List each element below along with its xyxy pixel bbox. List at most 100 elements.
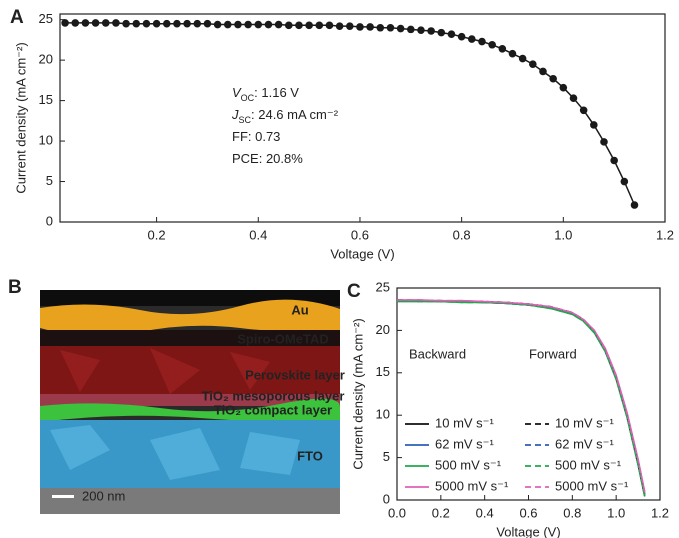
x-tick-label: 0.4 xyxy=(249,227,267,242)
legend-label: 62 mV s⁻¹ xyxy=(555,436,615,451)
layer-label: Au xyxy=(291,302,308,317)
y-tick-label: 5 xyxy=(46,173,53,188)
y-tick-label: 20 xyxy=(39,52,53,67)
data-point xyxy=(406,25,415,34)
data-point xyxy=(427,27,435,35)
data-point xyxy=(244,20,252,29)
sem-image xyxy=(40,290,340,514)
text-part: : 24.6 mA cm⁻² xyxy=(251,107,339,122)
annotation: VOC: 1.16 V xyxy=(232,85,299,103)
legend-label: 10 mV s⁻¹ xyxy=(435,415,495,430)
data-point xyxy=(264,20,273,29)
y-tick-label: 0 xyxy=(383,491,390,506)
data-point xyxy=(112,19,120,27)
layer-label: TiO₂ mesoporous layer xyxy=(202,388,345,403)
legend-title: Forward xyxy=(529,346,577,361)
data-point xyxy=(325,21,334,30)
x-tick-label: 0.4 xyxy=(476,505,494,520)
data-point xyxy=(183,19,191,28)
annotation: PCE: 20.8% xyxy=(232,151,303,166)
data-point xyxy=(173,19,181,28)
x-tick-label: 0.0 xyxy=(388,505,406,520)
x-tick-label: 0.6 xyxy=(351,227,369,242)
data-point xyxy=(539,67,547,76)
x-tick-label: 1.0 xyxy=(554,227,572,242)
panel-label: A xyxy=(10,7,24,28)
data-point xyxy=(295,21,303,30)
y-axis-label: Current density (mA cm⁻²) xyxy=(350,318,365,469)
data-point xyxy=(335,22,344,30)
data-point xyxy=(559,83,568,92)
annotation: FF: 0.73 xyxy=(232,129,280,144)
grain-texture xyxy=(60,348,270,394)
x-tick-label: 0.2 xyxy=(148,227,166,242)
data-point xyxy=(91,19,100,27)
y-tick-label: 25 xyxy=(39,11,53,26)
layer-mesoporous xyxy=(40,394,340,406)
data-point xyxy=(274,20,283,29)
series-line xyxy=(396,299,646,496)
data-point xyxy=(579,106,588,115)
data-point xyxy=(234,20,242,29)
data-point xyxy=(305,21,313,30)
x-tick-label: 0.8 xyxy=(453,227,471,242)
data-point xyxy=(193,19,202,28)
y-tick-label: 25 xyxy=(376,279,390,294)
data-point xyxy=(498,45,507,53)
data-point xyxy=(447,30,456,39)
data-point xyxy=(569,94,578,102)
legend-title: Backward xyxy=(409,346,466,361)
data-point xyxy=(203,19,212,28)
layer-au xyxy=(40,299,340,337)
x-tick-label: 0.6 xyxy=(519,505,537,520)
data-point xyxy=(71,19,80,27)
data-point xyxy=(590,121,598,129)
plot-frame xyxy=(59,13,666,223)
layer-compact xyxy=(40,398,340,422)
data-point xyxy=(518,54,527,63)
text-part: V xyxy=(232,85,242,100)
text-part: FF: 0.73 xyxy=(232,129,280,144)
data-point xyxy=(600,138,608,146)
y-tick-label: 10 xyxy=(376,407,390,422)
x-tick-label: 1.2 xyxy=(656,227,674,242)
layer-label: TiO₂ compact layer xyxy=(214,402,332,417)
layer-label: Spiro-OMeTAD xyxy=(237,331,328,346)
x-tick-label: 1.2 xyxy=(651,505,669,520)
data-point xyxy=(132,19,141,28)
data-point xyxy=(142,19,151,28)
data-point xyxy=(366,23,374,31)
data-point xyxy=(478,37,486,46)
layer-spiro xyxy=(40,330,340,346)
data-point xyxy=(468,35,476,43)
data-point xyxy=(376,23,385,32)
data-point xyxy=(254,20,263,29)
panel-label: C xyxy=(347,281,361,302)
y-tick-label: 0 xyxy=(46,213,53,228)
data-point xyxy=(162,19,171,28)
data-point xyxy=(345,22,354,30)
text-part: : 1.16 V xyxy=(254,85,299,100)
legend-label: 500 mV s⁻¹ xyxy=(555,457,622,472)
y-tick-label: 15 xyxy=(376,364,390,379)
data-point xyxy=(620,177,629,186)
scale-bar xyxy=(52,495,74,498)
data-point xyxy=(630,201,639,209)
x-axis-label: Voltage (V) xyxy=(330,246,394,261)
x-tick-label: 0.8 xyxy=(563,505,581,520)
fto-texture xyxy=(50,425,300,480)
data-point xyxy=(386,23,395,32)
data-point xyxy=(101,19,110,27)
text-part: SC xyxy=(239,115,252,125)
y-tick-label: 15 xyxy=(39,92,53,107)
data-point xyxy=(529,60,537,68)
legend-label: 5000 mV s⁻¹ xyxy=(555,478,629,493)
data-point xyxy=(81,19,90,27)
data-point xyxy=(508,49,517,58)
legend-label: 62 mV s⁻¹ xyxy=(435,436,495,451)
scale-bar-label: 200 nm xyxy=(82,488,125,503)
text-part: OC xyxy=(241,93,255,103)
x-axis-label: Voltage (V) xyxy=(496,524,560,538)
layer-label: Perovskite layer xyxy=(245,367,345,382)
